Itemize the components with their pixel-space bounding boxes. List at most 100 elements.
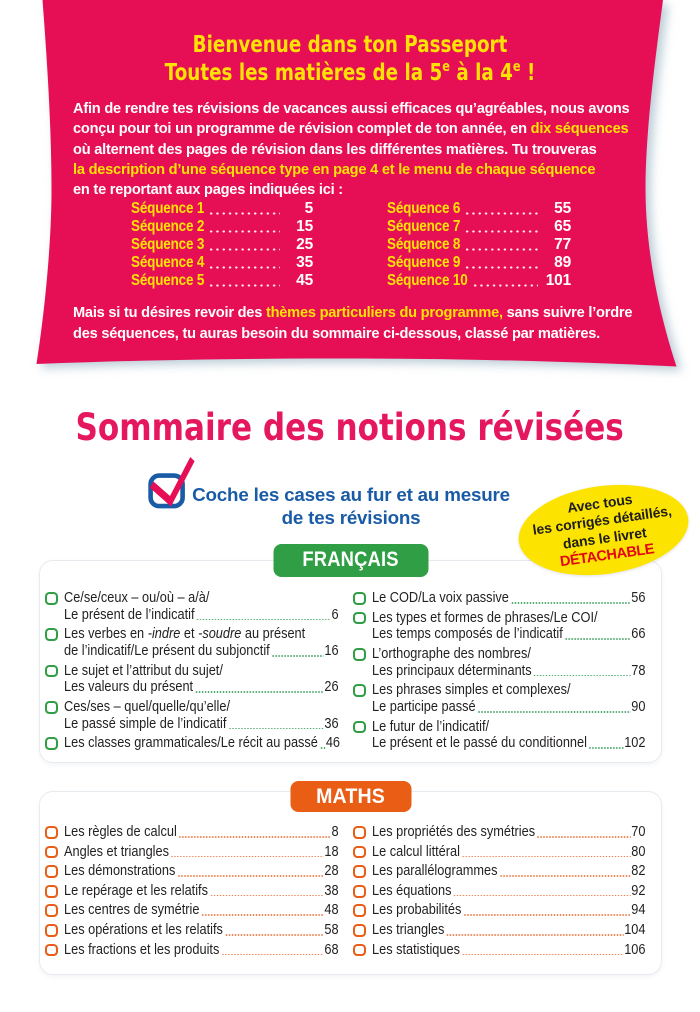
francais-topic-item: Le sujet et l’attribut du sujet/Les vale…: [44, 663, 339, 696]
sequence-page-number: 77: [554, 236, 571, 254]
francais-topic-checkbox[interactable]: [352, 684, 366, 698]
topic-line: Les principaux déterminants 78: [372, 663, 646, 680]
topic-leader-dots: [178, 833, 331, 838]
francais-topic-checkbox[interactable]: [44, 664, 58, 678]
topic-text: Les opérations et les relatifs 58: [64, 922, 339, 939]
maths-topic-item: Les propriétés des symétries 70: [352, 824, 646, 841]
sequence-row: Séquence 1 5: [131, 200, 313, 218]
topic-line: Les propriétés des symétries 70: [372, 824, 646, 841]
topic-line: Les parallélogrammes 82: [372, 863, 646, 880]
topic-text: Les triangles 104: [372, 922, 646, 939]
topic-leader-dots: [453, 892, 631, 897]
topic-line: Le COD/La voix passive 56: [372, 590, 646, 607]
topic-text-segment: de l’indicatif/Le présent du subjonctif: [63, 643, 270, 660]
topic-text: Ce/se/ceux – ou/où – a/à/Le présent de l…: [64, 590, 339, 623]
maths-topic-checkbox[interactable]: [44, 845, 58, 859]
topic-leader-dots: [477, 708, 631, 713]
topic-page-number: 48: [324, 902, 339, 919]
sequence-label: Séquence 10: [387, 272, 468, 290]
francais-topic-checkbox[interactable]: [352, 592, 366, 605]
topic-page-number: 46: [325, 735, 340, 752]
section-francais-tab: FRANÇAIS: [273, 543, 428, 577]
topic-page-number: 102: [624, 735, 646, 752]
sequence-label: Séquence 1: [131, 200, 205, 217]
sequence-column-2: Séquence 6 55 Séquence 7 65 Séquence 8 77 Séqu…: [387, 200, 571, 290]
maths-topic-checkbox[interactable]: [44, 943, 58, 957]
topic-text: Les probabilités 94: [372, 902, 646, 919]
francais-topic-checkbox[interactable]: [44, 592, 58, 605]
banner-title-line2-c: !: [520, 58, 536, 86]
topic-text-segment: Ces/ses – quel/quelle/qu’elle/: [63, 698, 230, 715]
topic-line: Les probabilités 94: [372, 902, 646, 919]
instruction-line2: de tes révisions: [281, 507, 421, 529]
francais-topic-checkbox[interactable]: [44, 700, 58, 714]
maths-topic-checkbox[interactable]: [44, 924, 58, 937]
topic-text: Ces/ses – quel/quelle/qu’elle/Le passé s…: [64, 699, 339, 732]
topic-line: Le passé simple de l’indicatif 36: [64, 716, 339, 733]
francais-topic-checkbox[interactable]: [352, 611, 366, 625]
maths-topic-checkbox[interactable]: [352, 924, 366, 937]
maths-topic-checkbox[interactable]: [44, 826, 58, 839]
intro-text-segment: dix séquences: [530, 121, 629, 138]
topic-line: Le sujet et l’attribut du sujet/: [64, 663, 339, 680]
topic-page-number: 6: [331, 606, 339, 623]
topic-leader-dots: [536, 833, 631, 838]
maths-topic-checkbox[interactable]: [44, 884, 58, 898]
topic-line: Le présent de l’indicatif 6: [64, 607, 339, 624]
banner-intro-paragraph: Afin de rendre tes révisions de vacances…: [73, 99, 653, 200]
maths-topic-checkbox[interactable]: [352, 826, 366, 839]
maths-topic-checkbox[interactable]: [44, 904, 58, 918]
topic-leader-dots: [209, 892, 324, 897]
intro-text-segment: où alternent des pages de révision dans …: [73, 141, 597, 158]
intro-text-segment: conçu pour toi un programme de révision …: [73, 121, 531, 138]
maths-topic-checkbox[interactable]: [352, 943, 366, 957]
topic-text: Les propriétés des symétries 70: [372, 824, 646, 841]
topic-text-segment: Les classes grammaticales/Le récit au pa…: [63, 735, 318, 752]
sequence-page-number: 45: [296, 272, 313, 290]
maths-topic-checkbox[interactable]: [44, 865, 58, 879]
topic-text-segment: Les règles de calcul: [63, 824, 177, 840]
outro-line: des séquences, tu auras besoin du sommai…: [73, 324, 653, 345]
banner-title-line1: Bienvenue dans ton Passeport: [192, 30, 508, 58]
topic-line: Les démonstrations 28: [64, 863, 339, 880]
topic-line: Les types et formes de phrases/Le COI/: [372, 610, 646, 627]
francais-topic-checkbox[interactable]: [44, 628, 58, 642]
maths-topic-item: Les parallélogrammes 82: [352, 863, 646, 880]
sequence-label: Séquence 2: [131, 218, 205, 236]
maths-topic-checkbox[interactable]: [352, 904, 366, 918]
topic-line: L’orthographe des nombres/: [372, 646, 646, 663]
topic-leader-dots: [564, 635, 631, 640]
topic-text: Les statistiques 106: [372, 942, 646, 959]
checked-checkbox-icon: [148, 457, 195, 509]
topic-text-segment: Les types et formes de phrases/Le COI/: [371, 609, 598, 626]
topic-text: Les phrases simples et complexes/Le part…: [372, 682, 646, 715]
intro-line: où alternent des pages de révision dans …: [73, 140, 653, 160]
topic-text: Le futur de l’indicatif/Le présent et le…: [372, 719, 646, 752]
maths-topic-item: Les fractions et les produits 68: [44, 942, 339, 959]
topic-page-number: 90: [631, 698, 646, 715]
francais-topic-checkbox[interactable]: [352, 647, 366, 661]
sequence-label: Séquence 5: [131, 272, 205, 290]
intro-line: en te reportant aux pages indiquées ici …: [73, 180, 653, 200]
topic-text-segment: Les parallélogrammes: [371, 863, 498, 880]
francais-topic-item: Les types et formes de phrases/Le COI/Le…: [352, 610, 646, 643]
banner-title-line2-a: Toutes les matières de la 5: [164, 58, 443, 86]
sequence-leader-dots: [464, 228, 538, 234]
topic-text-segment: Ce/se/ceux – ou/où – a/à/: [63, 590, 210, 606]
topic-text: Les règles de calcul 8: [64, 824, 339, 841]
maths-topic-checkbox[interactable]: [352, 884, 366, 898]
sequence-label: Séquence 7: [387, 218, 461, 236]
francais-topic-checkbox[interactable]: [44, 737, 58, 751]
maths-topic-checkbox[interactable]: [352, 845, 366, 859]
sequence-column-1: Séquence 1 5 Séquence 2 15 Séquence 3 25 Séque…: [131, 200, 313, 290]
francais-topic-checkbox[interactable]: [352, 720, 366, 734]
sequence-label: Séquence 6: [387, 200, 461, 217]
topic-line: Angles et triangles 18: [64, 844, 339, 861]
topic-page-number: 66: [631, 626, 646, 643]
maths-topic-checkbox[interactable]: [352, 865, 366, 879]
sequence-row: Séquence 10 101: [387, 272, 571, 290]
topic-line: Les fractions et les produits 68: [64, 942, 339, 959]
check-icon-checkmark: [149, 457, 195, 507]
sequence-page-number: 35: [296, 254, 313, 272]
topic-page-number: 94: [631, 902, 646, 919]
